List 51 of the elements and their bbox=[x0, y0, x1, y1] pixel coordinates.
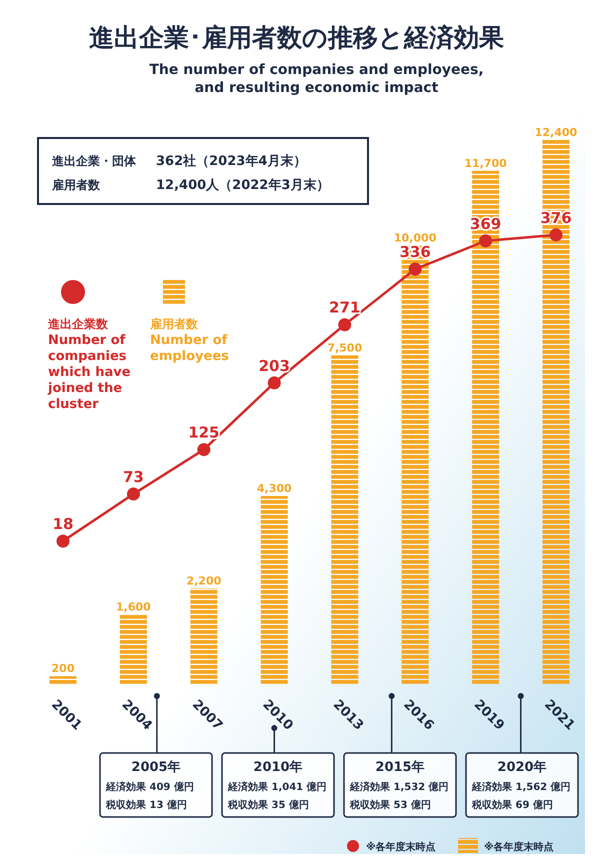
text: 経済効果 409 億円 bbox=[105, 781, 194, 793]
text: 税収効果 13 億円 bbox=[105, 799, 187, 811]
data-label: 73 bbox=[122, 468, 144, 486]
data-label: 18 bbox=[52, 515, 74, 534]
chart-title: 進出企業･雇用者数の推移と経済効果 bbox=[89, 23, 504, 52]
point bbox=[338, 318, 352, 332]
data-label: 4,300 bbox=[256, 482, 292, 496]
bar bbox=[542, 140, 570, 685]
text: 経済効果 1,562 億円 bbox=[471, 781, 571, 793]
point bbox=[479, 234, 492, 248]
chart-subtitle: The number of companies and employees, and resulting economic impact bbox=[149, 62, 484, 96]
bar bbox=[472, 170, 500, 685]
data-label: 7,500 bbox=[327, 341, 362, 354]
legend-label: 進出企業数 Number of companies which have joined the cluster bbox=[47, 317, 131, 412]
data-label: 12,400 bbox=[534, 126, 578, 139]
data-label: 200 bbox=[52, 662, 75, 676]
data-label: 125 bbox=[188, 424, 220, 442]
bar bbox=[260, 496, 288, 685]
point bbox=[268, 376, 281, 390]
text: 2020年 bbox=[497, 760, 547, 775]
text: 2005年 bbox=[131, 760, 181, 775]
point bbox=[56, 534, 70, 548]
bar bbox=[50, 676, 76, 685]
data-label: 2,200 bbox=[186, 574, 222, 588]
bar bbox=[190, 588, 218, 685]
bar bbox=[402, 245, 429, 685]
annotation: 362社（2023年4月末） bbox=[156, 153, 306, 169]
text: 税収効果 53 億円 bbox=[349, 799, 431, 811]
text: 経済効果 1,532 億円 bbox=[349, 781, 449, 793]
point bbox=[408, 262, 422, 276]
bar bbox=[120, 614, 147, 685]
annotation: 進出企業・団体 bbox=[51, 154, 137, 168]
point bbox=[550, 228, 562, 242]
data-label: 203 bbox=[258, 356, 290, 375]
point bbox=[197, 443, 210, 456]
annotation: 12,400人（2022年3月末） bbox=[156, 178, 330, 193]
point bbox=[126, 488, 140, 501]
data-label: 1,600 bbox=[116, 600, 152, 614]
text: 税収効果 69 億円 bbox=[471, 799, 553, 811]
data-label: 10,000 bbox=[394, 231, 437, 244]
text: 税収効果 35 億円 bbox=[227, 799, 309, 811]
bar bbox=[331, 355, 358, 685]
data-label: 11,700 bbox=[464, 156, 508, 170]
text: 2015年 bbox=[375, 760, 425, 775]
text: 経済効果 1,041 億円 bbox=[227, 781, 327, 793]
legend-label: 雇用者数 Number of employees bbox=[149, 317, 230, 364]
data-label: 271 bbox=[329, 298, 360, 317]
annotation: 雇用者数 bbox=[51, 178, 101, 192]
text: ※各年度末時点 bbox=[484, 841, 554, 853]
text: 2010年 bbox=[253, 760, 303, 775]
text: ※各年度末時点 bbox=[366, 841, 436, 853]
